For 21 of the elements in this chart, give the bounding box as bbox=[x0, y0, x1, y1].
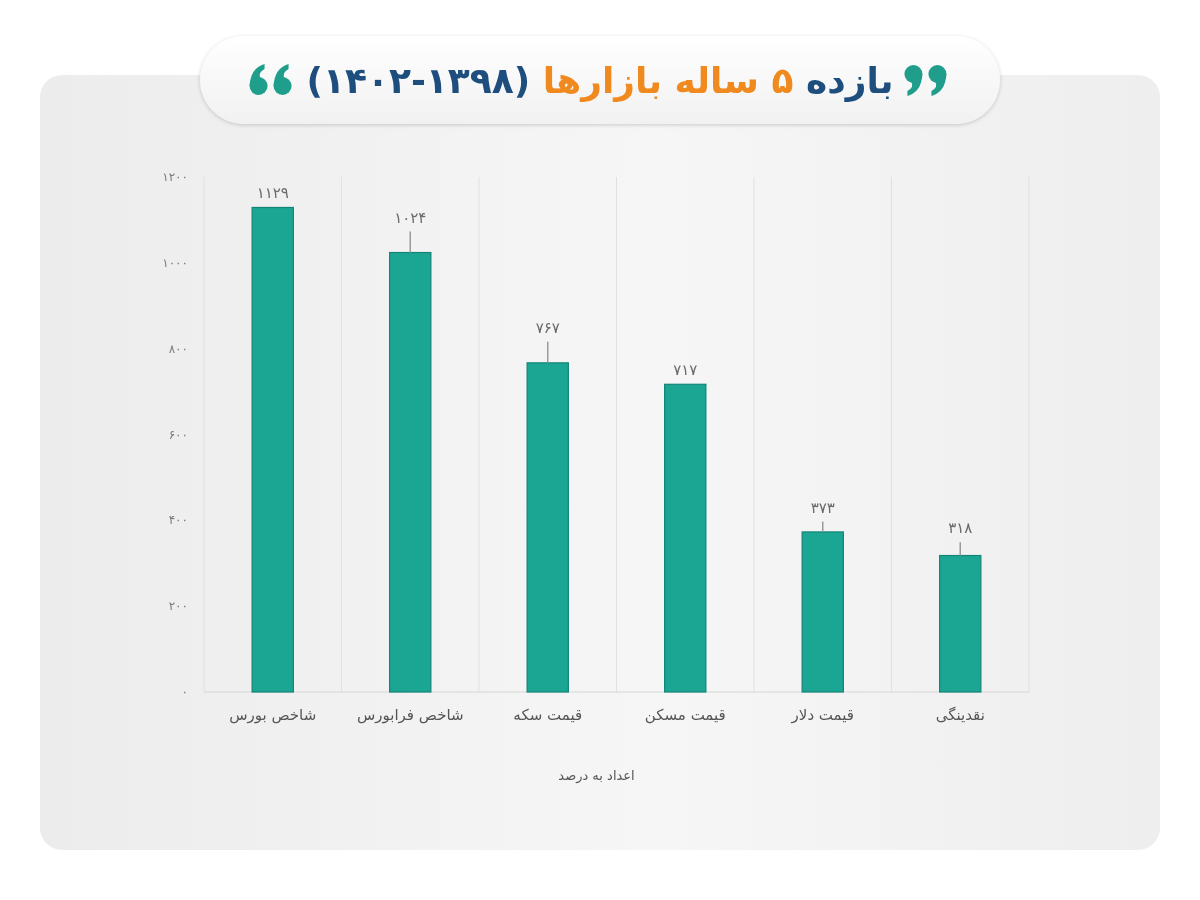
y-tick-label: ۱۲۰۰ bbox=[162, 170, 188, 184]
data-label: ۳۱۸ bbox=[948, 519, 973, 538]
y-tick-label: ۴۰۰ bbox=[168, 513, 188, 528]
x-tick-label: شاخص بورس bbox=[229, 706, 317, 724]
data-label: ۱۱۲۹ bbox=[256, 184, 289, 203]
data-label: ۳۷۳ bbox=[810, 498, 835, 517]
x-tick-label: نقدینگی bbox=[935, 706, 985, 724]
data-label: ۷۱۷ bbox=[673, 361, 698, 380]
x-tick-label: قیمت سکه bbox=[513, 706, 583, 724]
x-tick-label: قیمت مسکن bbox=[644, 706, 726, 724]
data-label: ۷۶۷ bbox=[535, 318, 560, 337]
x-tick-label: قیمت دلار bbox=[790, 706, 854, 724]
y-tick-label: ۸۰۰ bbox=[168, 341, 188, 356]
y-tick-label: ۱۰۰۰ bbox=[162, 255, 188, 270]
text: اعداد به درصد bbox=[558, 768, 635, 784]
y-tick-label: ۲۰۰ bbox=[168, 599, 188, 614]
x-tick-label: شاخص فرابورس bbox=[356, 706, 464, 724]
chart-title: بازده ۵ ساله بازارها (۱۳۹۸-۱۴۰۲) bbox=[306, 59, 894, 101]
y-tick-label: ۶۰۰ bbox=[168, 427, 188, 442]
y-tick-label: ۰ bbox=[181, 685, 188, 699]
data-label: ۱۰۲۴ bbox=[394, 208, 427, 227]
